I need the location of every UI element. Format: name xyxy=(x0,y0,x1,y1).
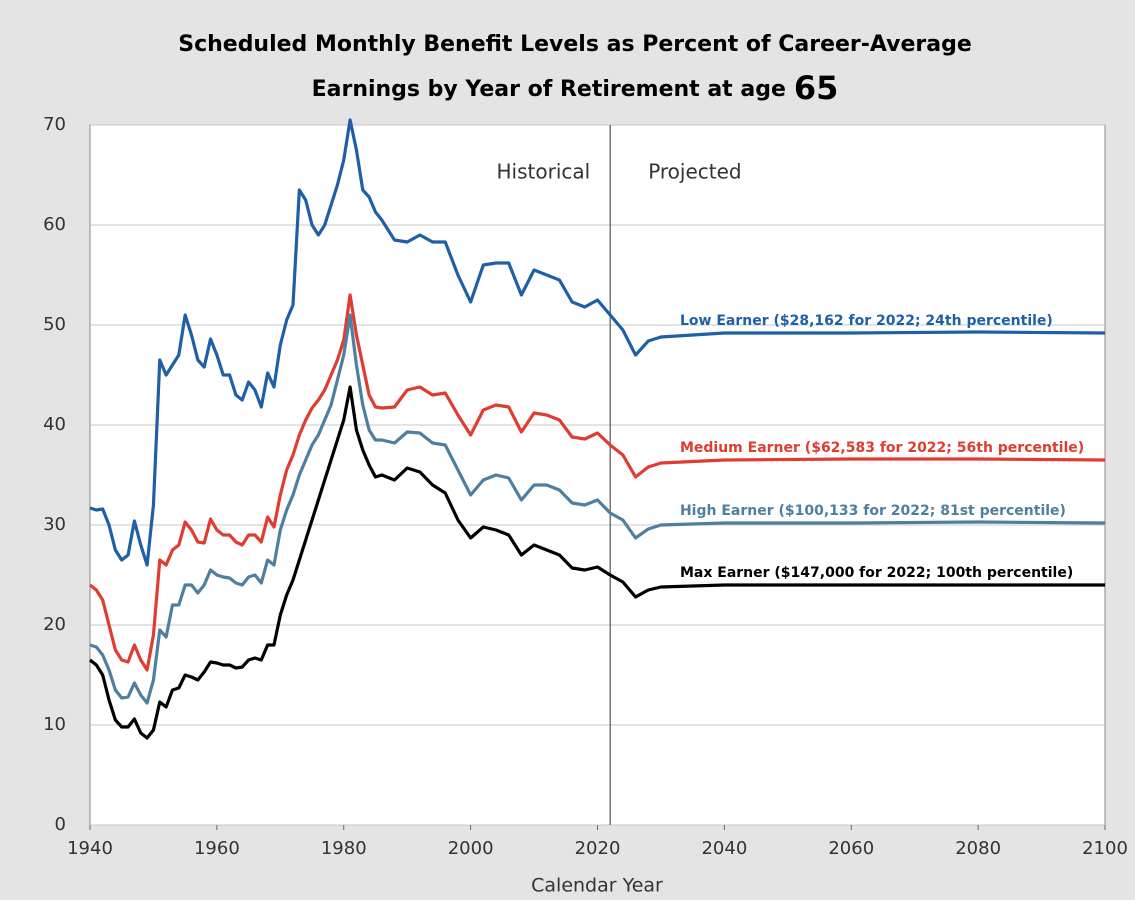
x-tick-label: 1980 xyxy=(321,838,367,859)
y-tick-label: 50 xyxy=(43,314,66,335)
x-tick-label: 2060 xyxy=(828,838,874,859)
annotation: Projected xyxy=(648,160,741,184)
x-tick-label: 2100 xyxy=(1082,838,1128,859)
x-tick-label: 2000 xyxy=(448,838,494,859)
y-tick-label: 20 xyxy=(43,614,66,635)
annotation: Historical xyxy=(497,160,591,184)
series-line xyxy=(89,118,1106,567)
series-label: Low Earner ($28,162 for 2022; 24th perce… xyxy=(680,313,1053,329)
series-label: Max Earner ($147,000 for 2022; 100th per… xyxy=(680,565,1073,581)
y-tick-label: 30 xyxy=(43,514,66,535)
x-tick-label: 2080 xyxy=(955,838,1001,859)
x-tick-label: 2020 xyxy=(575,838,621,859)
chart-title: Earnings by Year of Retirement at age 65 xyxy=(312,69,839,107)
series-line xyxy=(89,293,1106,672)
y-tick-label: 10 xyxy=(43,714,66,735)
y-tick-label: 0 xyxy=(55,814,66,835)
y-tick-label: 60 xyxy=(43,214,66,235)
series-label: High Earner ($100,133 for 2022; 81st per… xyxy=(680,503,1066,519)
x-tick-label: 2040 xyxy=(701,838,747,859)
chart-title-line: Earnings by Year of Retirement at age xyxy=(312,77,786,102)
chart-title: Scheduled Monthly Benefit Levels as Perc… xyxy=(178,32,972,57)
x-tick-label: 1960 xyxy=(194,838,240,859)
series-line xyxy=(89,313,1106,705)
y-tick-label: 40 xyxy=(43,414,66,435)
series-line xyxy=(89,385,1105,740)
chart-title-emphasis: 65 xyxy=(794,69,839,107)
x-axis-label: Calendar Year xyxy=(531,875,663,897)
series-label: Medium Earner ($62,583 for 2022; 56th pe… xyxy=(680,440,1084,456)
y-tick-label: 70 xyxy=(43,114,66,135)
x-tick-label: 1940 xyxy=(67,838,113,859)
plot-area xyxy=(89,124,1106,826)
